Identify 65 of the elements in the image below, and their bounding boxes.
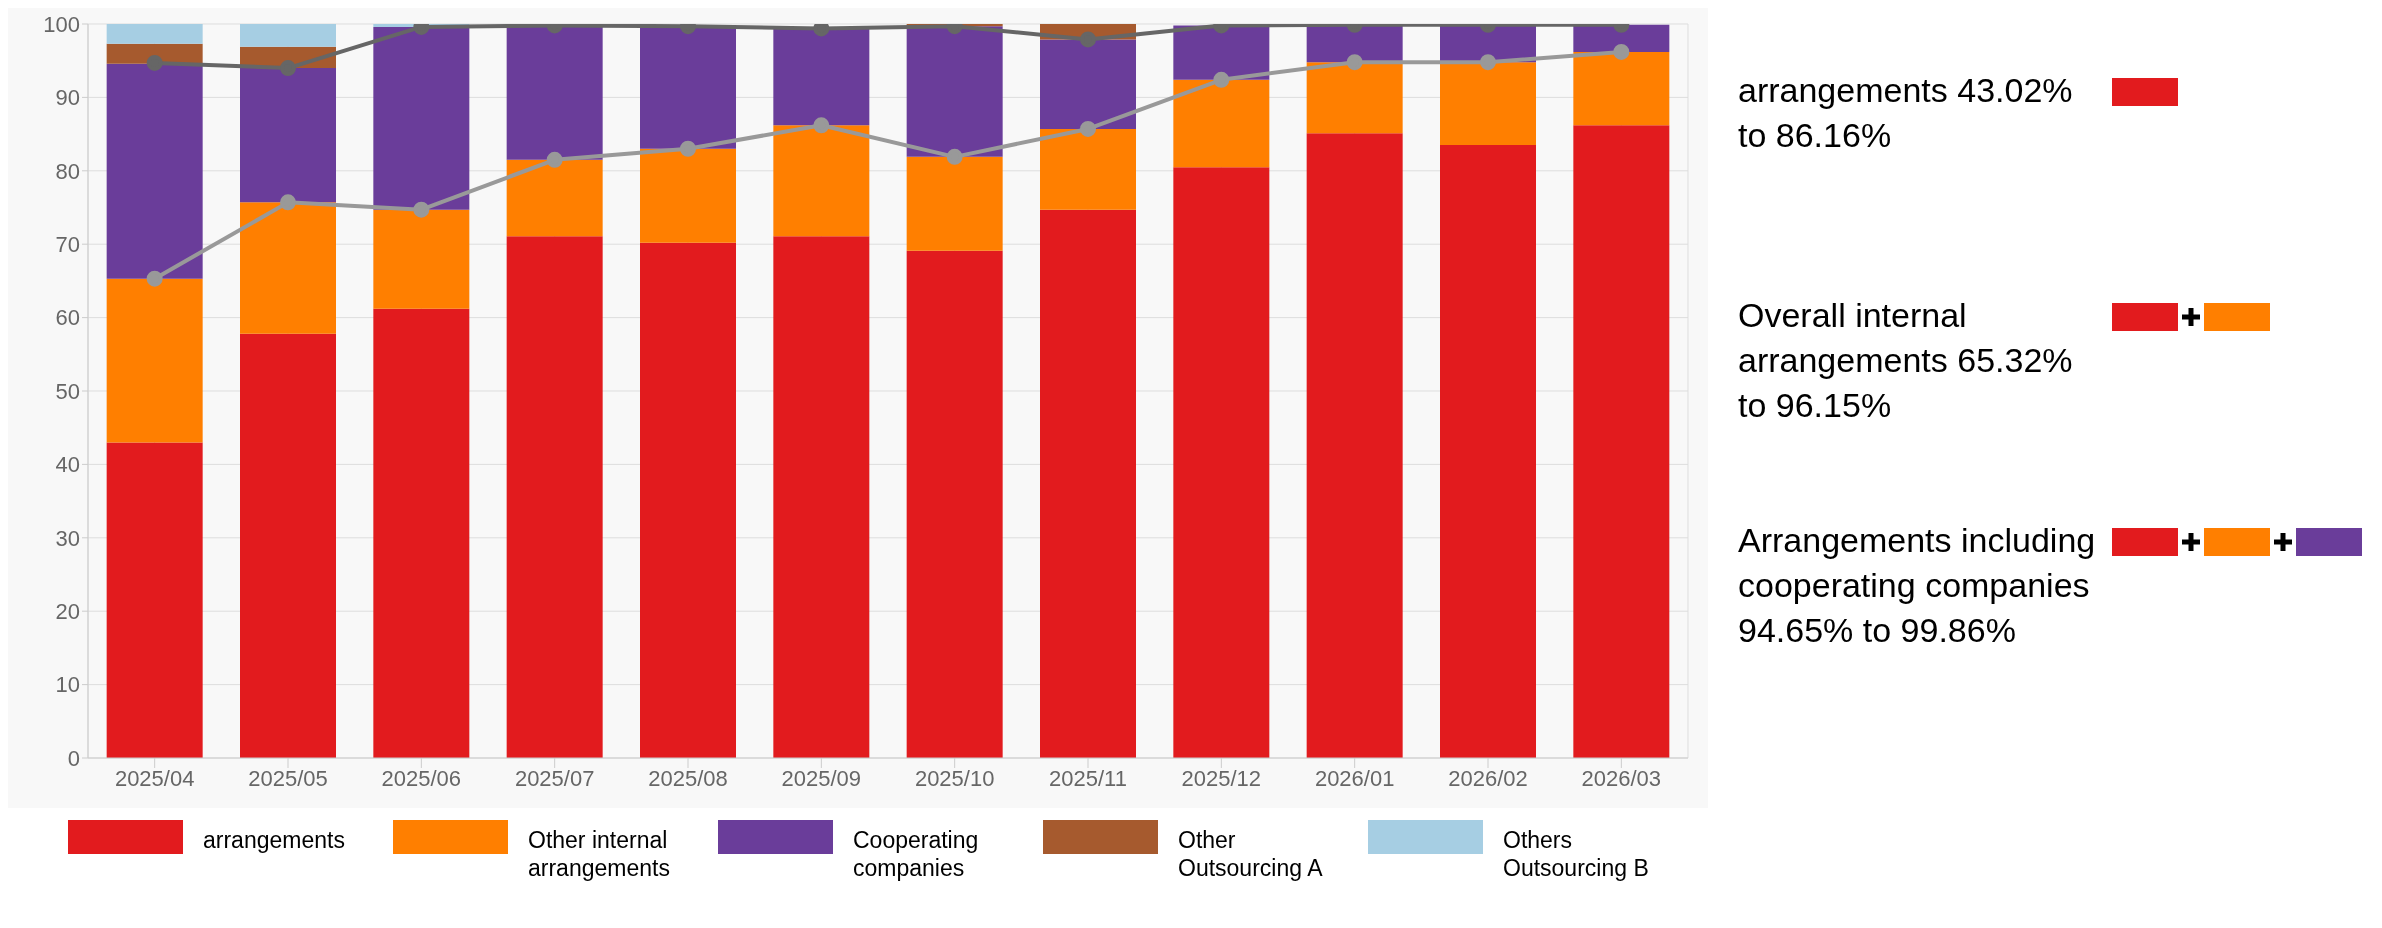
- x-tick-label: 2025/11: [1049, 765, 1127, 791]
- x-tick-label: 2026/02: [1448, 765, 1528, 791]
- x-tick-label: 2025/08: [648, 765, 728, 791]
- y-tick-label: 90: [55, 85, 80, 111]
- x-tick-label: 2026/01: [1314, 765, 1395, 791]
- bar: [240, 333, 336, 758]
- text: arrangements 43.02% to 86.16%: [1738, 70, 2074, 156]
- bar: [240, 24, 336, 47]
- bar: [240, 202, 336, 334]
- bar: [640, 26, 736, 149]
- y-tick-label: 10: [55, 672, 80, 698]
- bar: [906, 26, 1003, 157]
- bar: [1173, 167, 1270, 758]
- bar: [906, 156, 1003, 251]
- text: Arrangements including cooperating companies 94.65% to 99.86%: [1738, 520, 2097, 651]
- text: Overall internal arrangements 65.32% to 96.15%: [1738, 295, 2074, 426]
- bar: [506, 159, 603, 237]
- legend-label: Other Outsourcing A: [1178, 826, 1324, 882]
- y-tick-label: 40: [55, 452, 80, 478]
- x-tick-label: 2025/09: [781, 765, 862, 791]
- bar: [640, 242, 736, 758]
- bar: [106, 63, 203, 279]
- bar: [106, 442, 203, 758]
- legend-label: Cooperating companies: [853, 826, 980, 882]
- bar: [106, 278, 203, 443]
- bar: [1040, 39, 1136, 129]
- y-tick-label: 60: [55, 305, 80, 331]
- bar: [773, 125, 870, 237]
- bar: [373, 26, 470, 210]
- bar: [373, 308, 470, 758]
- x-tick-label: 2025/10: [914, 765, 995, 791]
- bar: [1306, 62, 1403, 134]
- y-tick-label: 20: [55, 599, 80, 625]
- bar: [1306, 133, 1403, 758]
- y-tick-label: 30: [55, 525, 80, 551]
- bar: [1573, 125, 1670, 758]
- bar: [1173, 79, 1270, 168]
- x-tick-label: 2025/06: [381, 765, 462, 791]
- y-tick-label: 80: [55, 158, 80, 184]
- bar: [906, 250, 1003, 758]
- x-tick-label: 2025/05: [248, 765, 328, 791]
- legend-label: Other internal arrangements: [528, 826, 671, 882]
- y-tick-label: 50: [55, 378, 80, 404]
- bar: [106, 24, 203, 44]
- x-tick-label: 2026/03: [1581, 765, 1662, 791]
- bar: [773, 28, 870, 126]
- bar: [1040, 128, 1136, 210]
- bar: [1573, 51, 1670, 126]
- x-tick-label: 2025/04: [114, 765, 195, 791]
- y-tick-label: 0: [67, 745, 80, 771]
- bar: [640, 148, 736, 243]
- bar: [1040, 209, 1136, 758]
- legend-label: arrangements: [203, 826, 346, 854]
- y-tick-label: 100: [43, 11, 80, 37]
- bar: [1440, 62, 1536, 146]
- x-tick-label: 2025/07: [514, 765, 595, 791]
- bar: [1440, 145, 1536, 758]
- bar: [773, 236, 870, 758]
- y-tick-label: 70: [55, 232, 80, 258]
- bar: [373, 209, 470, 309]
- bar: [506, 236, 603, 758]
- bar: [240, 68, 336, 203]
- legend-label: Others Outsourcing B: [1503, 826, 1650, 882]
- bar: [506, 25, 603, 160]
- x-tick-label: 2025/12: [1181, 765, 1262, 791]
